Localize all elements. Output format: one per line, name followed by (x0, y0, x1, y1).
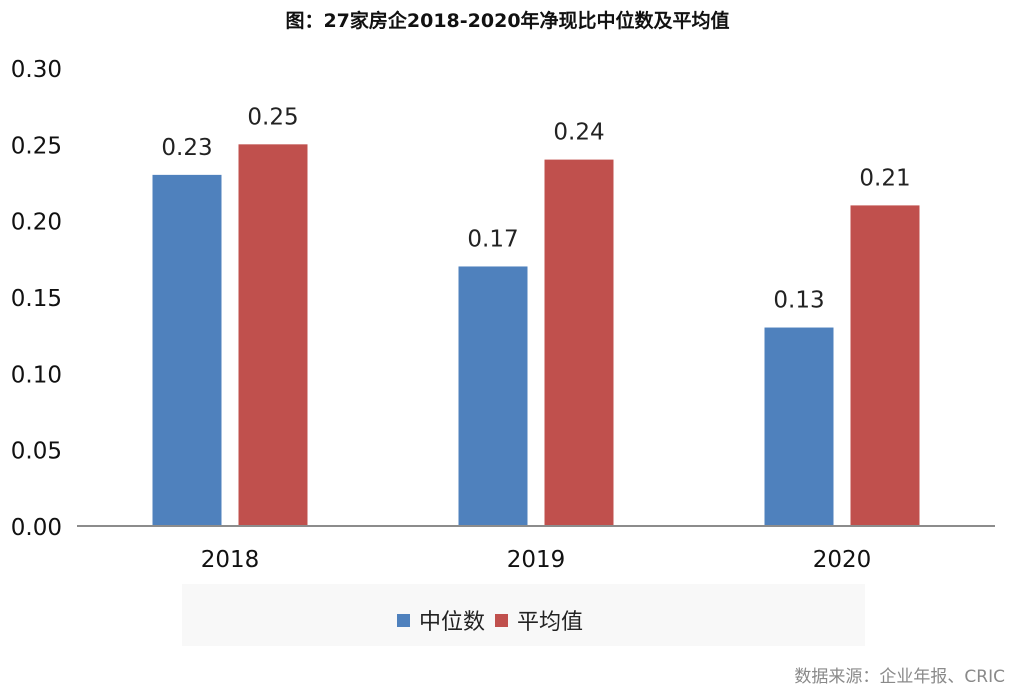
legend-background (182, 584, 865, 646)
data-source: 数据来源：企业年报、CRIC (794, 667, 1005, 687)
legend-label-mean: 平均值 (517, 610, 584, 635)
y-tick-label: 0.30 (11, 57, 62, 83)
legend-swatch-mean (495, 613, 509, 627)
data-label: 0.25 (247, 104, 298, 130)
legend: 中位数 平均值 (397, 604, 593, 636)
data-label: 0.24 (553, 120, 604, 146)
x-tick-label: 2019 (507, 547, 566, 573)
data-label: 0.23 (161, 135, 212, 161)
y-tick-label: 0.25 (11, 133, 62, 159)
chart-title: 图：27家房企2018-2020年净现比中位数及平均值 (285, 10, 730, 32)
y-tick-label: 0.15 (11, 286, 62, 312)
bar-chart: 0.00 0.05 0.10 0.15 0.20 0.25 0.30 0.23 0.25 2018… (11, 57, 995, 573)
data-label: 0.13 (773, 288, 824, 314)
legend-item-mean: 平均值 (495, 604, 583, 636)
data-label: 0.17 (467, 226, 518, 252)
y-tick-label: 0.20 (11, 210, 62, 236)
data-label: 0.21 (859, 165, 910, 191)
y-tick-label: 0.05 (11, 439, 62, 465)
legend-item-median: 中位数 (397, 604, 485, 636)
bar-mean-2019 (544, 159, 614, 526)
y-tick-label: 0.10 (11, 362, 62, 388)
bar-mean-2018 (238, 144, 308, 527)
bar-median-2018 (152, 174, 222, 526)
bar-median-2019 (458, 266, 528, 526)
legend-swatch-median (397, 613, 410, 627)
legend-label-median: 中位数 (419, 610, 486, 635)
x-tick-label: 2018 (201, 547, 260, 573)
y-tick-label: 0.00 (11, 515, 62, 541)
bar-mean-2020 (850, 205, 920, 526)
bar-median-2020 (764, 327, 834, 526)
x-tick-label: 2020 (813, 547, 872, 573)
